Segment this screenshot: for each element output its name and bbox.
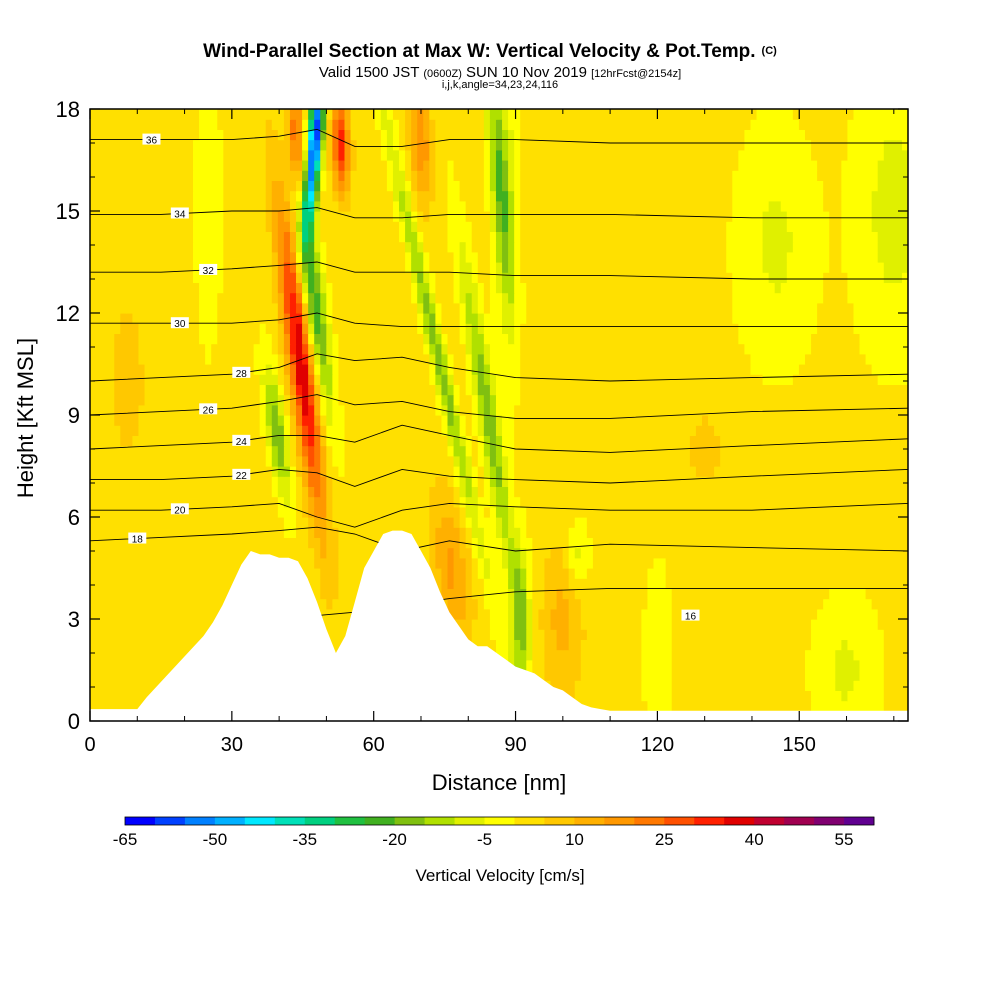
colorbar-tick-label: -5 <box>477 830 492 849</box>
contour-label-bg <box>170 317 189 329</box>
x-tick-label: 30 <box>221 734 243 756</box>
y-tick-label: 18 <box>56 97 80 122</box>
colorbar-swatch <box>214 817 246 825</box>
y-tick-label: 0 <box>68 709 80 734</box>
theta-contour-34 <box>90 207 908 219</box>
colorbar-swatch <box>814 817 845 825</box>
contour-label-bg <box>199 403 218 415</box>
x-tick-label: 60 <box>363 734 385 756</box>
theta-contour-30 <box>90 312 908 328</box>
colorbar-swatch <box>574 817 605 825</box>
contour-label: 22 <box>236 471 248 482</box>
contour-label: 20 <box>174 505 186 516</box>
colorbar-swatch <box>274 817 306 825</box>
colorbar-tick-labels: -65 -50 -35 -20 -5 10 25 40 55 <box>113 830 854 849</box>
y-tick-label: 12 <box>56 301 80 326</box>
contour-label-bg <box>128 532 147 544</box>
contour-label-bg <box>232 468 251 480</box>
x-axis-label: Distance [nm] <box>432 770 567 795</box>
colorbar-tick-label: -35 <box>293 830 318 849</box>
colorbar-label: Vertical Velocity [cm/s] <box>415 866 584 885</box>
theta-contour-26 <box>90 394 908 419</box>
x-tick-label: 90 <box>504 734 526 756</box>
contour-label-bg <box>142 133 161 145</box>
theta-contours <box>90 128 908 617</box>
colorbar-swatch <box>154 817 186 825</box>
grid-info: i,j,k,angle=34,23,24,116 <box>442 79 558 91</box>
chart-subtitle: Valid 1500 JST (0600Z) SUN 10 Nov 2019 [… <box>319 64 681 81</box>
colorbar-swatch <box>454 817 485 825</box>
terrain-mask <box>90 530 908 721</box>
colorbar-swatch <box>244 817 276 825</box>
colorbar-swatch <box>125 817 156 825</box>
colorbar-tick-label: -20 <box>382 830 407 849</box>
contour-label: 28 <box>236 369 248 380</box>
contour-label-bg <box>199 263 218 275</box>
theta-contour-28 <box>90 353 908 382</box>
colorbar-swatch <box>304 817 336 825</box>
contour-label-bg <box>170 207 189 219</box>
theta-contour-36 <box>90 128 908 147</box>
theta-contour-22 <box>90 468 908 487</box>
colorbar-tick-label: -50 <box>203 830 228 849</box>
contour-label: 16 <box>685 612 697 623</box>
colorbar-frame <box>124 816 875 826</box>
y-tick-label: 3 <box>68 607 80 632</box>
contour-label: 24 <box>236 437 248 448</box>
theta-contour-32 <box>90 261 908 280</box>
x-tick-label: 150 <box>783 734 816 756</box>
colorbar-swatch <box>664 817 695 825</box>
colorbar-tick-label: 25 <box>655 830 674 849</box>
y-tick-label: 6 <box>68 505 80 530</box>
colorbar-swatch <box>484 817 515 825</box>
colorbar-swatch <box>184 817 216 825</box>
colorbar-swatch <box>754 817 785 825</box>
colorbar-swatch <box>394 817 425 825</box>
contour-label: 18 <box>132 535 144 546</box>
contour-labels: 16 18 20 22 24 26 28 30 32 34 36 <box>128 133 700 623</box>
colorbar-swatch <box>604 817 635 825</box>
contour-label: 36 <box>146 136 158 147</box>
colorbar-swatch <box>514 817 545 825</box>
contour-label-bg <box>170 503 189 515</box>
colorbar-tick-label: 10 <box>565 830 584 849</box>
colorbar-swatch <box>334 817 366 825</box>
contour-label: 26 <box>203 405 215 416</box>
contour-label: 32 <box>203 266 215 277</box>
colorbar-swatch <box>694 817 725 825</box>
colorbar-tick-label: -65 <box>113 830 138 849</box>
chart-title: Wind-Parallel Section at Max W: Vertical… <box>203 41 777 62</box>
contour-label-bg <box>232 434 251 446</box>
contour-label: 34 <box>174 209 186 220</box>
colorbar-swatch <box>544 817 575 825</box>
x-axis-ticks: 0 30 60 90 120 150 <box>84 109 895 756</box>
y-axis-label: Height [Kft MSL] <box>13 338 38 498</box>
colorbar-swatch <box>364 817 396 825</box>
plot-area <box>90 109 908 721</box>
contour-label-bg <box>232 366 251 378</box>
colorbar-swatch <box>634 817 665 825</box>
contour-label-bg <box>681 609 700 621</box>
colorbar <box>124 816 875 826</box>
y-tick-label: 9 <box>68 403 80 428</box>
colorbar-tick-label: 55 <box>835 830 854 849</box>
colorbar-tick-label: 40 <box>745 830 764 849</box>
contour-label: 30 <box>174 319 186 330</box>
theta-contour-20 <box>90 502 908 528</box>
x-tick-label: 0 <box>84 734 95 756</box>
velocity-field <box>90 109 908 721</box>
y-tick-label: 15 <box>56 199 80 224</box>
theta-contour-24 <box>90 424 908 453</box>
colorbar-swatch <box>724 817 755 825</box>
colorbar-swatch <box>424 817 455 825</box>
x-tick-label: 120 <box>641 734 674 756</box>
colorbar-swatch <box>784 817 815 825</box>
colorbar-swatch <box>844 817 875 825</box>
